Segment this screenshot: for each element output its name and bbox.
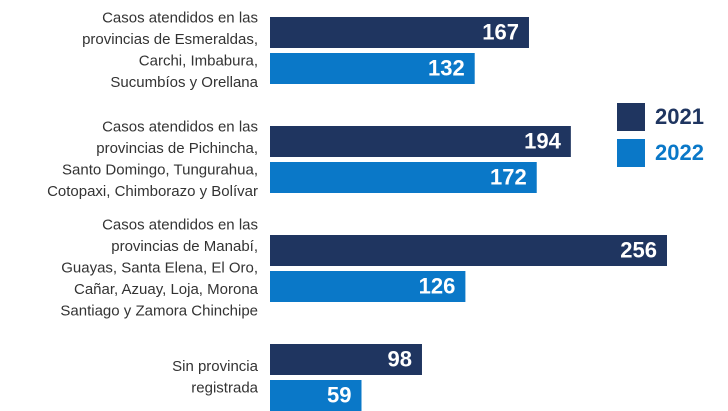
value-label: 194 — [524, 128, 561, 153]
bar — [270, 17, 529, 48]
bar — [270, 53, 475, 84]
legend-label: 2021 — [655, 104, 704, 129]
value-label: 172 — [490, 164, 527, 189]
bar — [270, 344, 422, 375]
value-label: 256 — [620, 237, 657, 262]
value-label: 98 — [387, 346, 411, 371]
bar — [270, 271, 466, 302]
bar — [270, 126, 571, 157]
bar — [270, 380, 362, 411]
legend-swatch — [617, 139, 645, 167]
value-label: 132 — [428, 55, 465, 80]
value-label: 59 — [327, 382, 351, 407]
category-label: Casos atendidos en las provincias de Pich… — [47, 118, 258, 200]
category-label: Casos atendidos en las provincias de Mana… — [60, 216, 258, 319]
category-label: Casos atendidos en las provincias de Esme… — [82, 9, 259, 91]
bar — [270, 162, 537, 193]
legend-swatch — [617, 103, 645, 131]
bar — [270, 235, 667, 266]
value-label: 167 — [482, 19, 519, 44]
category-label: Sin provincia registrada — [172, 358, 259, 397]
legend-label: 2022 — [655, 140, 704, 165]
value-label: 126 — [419, 273, 456, 298]
